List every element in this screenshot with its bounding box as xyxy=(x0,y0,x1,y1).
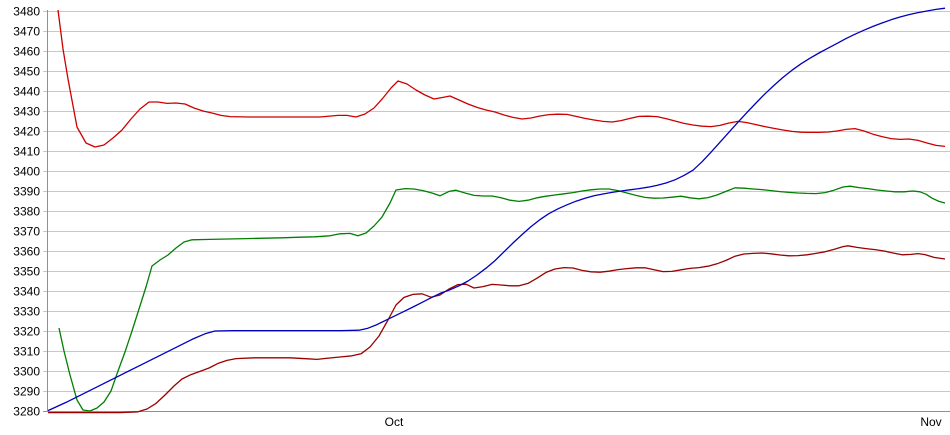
y-axis-tick-label: 3380 xyxy=(13,205,40,219)
y-axis-tick-label: 3440 xyxy=(13,85,40,99)
y-axis-tick-label: 3280 xyxy=(13,405,40,419)
y-axis-tick-label: 3420 xyxy=(13,125,40,139)
y-axis-tick-label: 3470 xyxy=(13,25,40,39)
x-axis-month-label: Oct xyxy=(385,415,404,429)
y-axis-tick-label: 3300 xyxy=(13,365,40,379)
y-axis-tick-label: 3310 xyxy=(13,345,40,359)
y-axis-tick-label: 3450 xyxy=(13,65,40,79)
y-axis-tick-label: 3360 xyxy=(13,245,40,259)
y-axis-tick-label: 3290 xyxy=(13,385,40,399)
y-axis-tick-label: 3370 xyxy=(13,225,40,239)
y-axis-tick-label: 3340 xyxy=(13,285,40,299)
green-series-line xyxy=(58,185,946,412)
y-axis-tick-label: 3350 xyxy=(13,265,40,279)
y-axis-tick-label: 3400 xyxy=(13,165,40,179)
blue-series-line xyxy=(47,7,946,412)
y-axis-tick-label: 3480 xyxy=(13,5,40,19)
upper-red-series-line xyxy=(57,9,946,148)
lower-red-series-line xyxy=(48,245,946,414)
y-axis-tick-label: 3460 xyxy=(13,45,40,59)
y-axis-tick-label: 3390 xyxy=(13,185,40,199)
y-axis-tick-label: 3430 xyxy=(13,105,40,119)
y-axis-tick-label: 3410 xyxy=(13,145,40,159)
y-axis-tick-label: 3330 xyxy=(13,305,40,319)
y-axis-tick-label: 3320 xyxy=(13,325,40,339)
x-axis-month-label: Nov xyxy=(920,415,941,429)
